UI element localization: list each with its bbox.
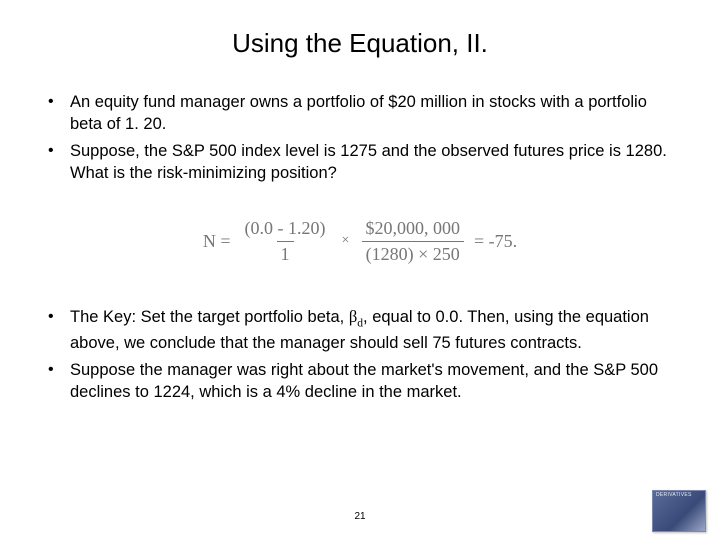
bottom-bullet-list: The Key: Set the target portfolio beta, … — [30, 306, 690, 403]
page-number: 21 — [0, 511, 720, 522]
list-item: Suppose, the S&P 500 index level is 1275… — [48, 140, 682, 185]
equation: N = (0.0 - 1.20) 1 × $20,000, 000 (1280)… — [203, 218, 517, 264]
list-item: Suppose the manager was right about the … — [48, 359, 682, 404]
list-item: An equity fund manager owns a portfolio … — [48, 91, 682, 136]
fraction-numerator: $20,000, 000 — [361, 218, 464, 241]
list-item: The Key: Set the target portfolio beta, … — [48, 306, 682, 354]
fraction-denominator: 1 — [277, 241, 294, 265]
equation-block: N = (0.0 - 1.20) 1 × $20,000, 000 (1280)… — [30, 218, 690, 264]
top-bullet-list: An equity fund manager owns a portfolio … — [30, 91, 690, 184]
bullet-text: The Key: Set the target portfolio beta, — [70, 308, 349, 326]
slide: Using the Equation, II. An equity fund m… — [0, 0, 720, 540]
equation-rhs: = -75. — [474, 231, 517, 252]
fraction-numerator: (0.0 - 1.20) — [241, 218, 330, 241]
book-cover-thumbnail: DERIVATIVES — [652, 490, 706, 532]
equation-lhs: N = — [203, 231, 231, 252]
beta-symbol: β — [349, 307, 357, 326]
slide-title: Using the Equation, II. — [30, 28, 690, 59]
fraction-denominator: (1280) × 250 — [362, 241, 464, 265]
thumbnail-label: DERIVATIVES — [656, 493, 692, 498]
equation-fraction-2: $20,000, 000 (1280) × 250 — [361, 218, 464, 264]
equation-fraction-1: (0.0 - 1.20) 1 — [241, 218, 330, 264]
multiply-symbol: × — [340, 233, 352, 249]
